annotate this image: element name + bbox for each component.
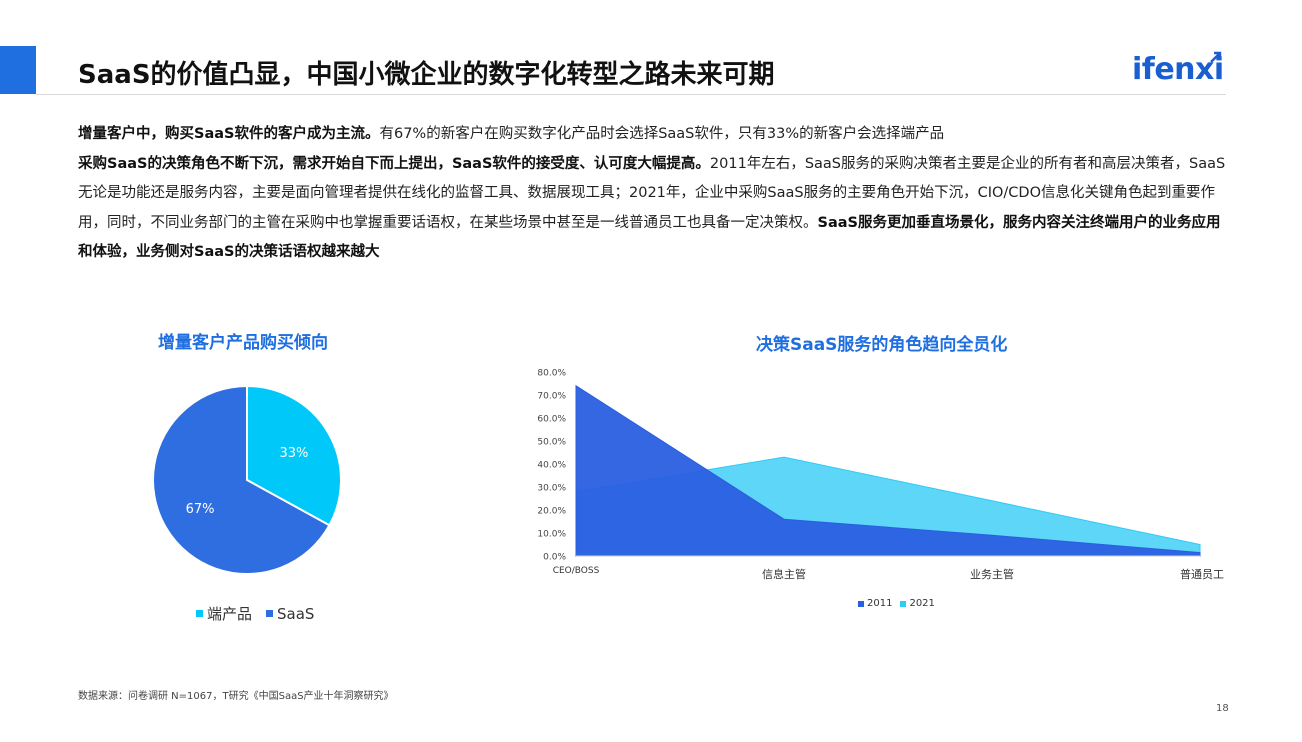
legend-swatch-saas	[266, 610, 274, 617]
ifenxi-logo[interactable]: ifenxi	[1132, 52, 1224, 87]
pie-label-0: 33%	[279, 446, 308, 461]
legend-item-2011[interactable]: 2011	[858, 598, 892, 609]
title-accent-bar	[0, 46, 36, 94]
legend-label-2021: 2021	[909, 598, 935, 609]
area-chart: 0.0% 10.0% 20.0% 30.0% 40.0% 50.0% 60.0% 70.0% 8…	[537, 369, 1224, 582]
legend-swatch-2021	[900, 600, 907, 607]
legend-label-end-product: 端产品	[207, 605, 253, 623]
y-tick-label: 50.0%	[537, 438, 566, 448]
paragraph-2-conclusion: SaaS服务更加垂直场景化，服务内容关注终端用户的业务应用和体验，业务侧对Saa…	[78, 214, 1221, 261]
pie-chart-title: 增量客户产品购买倾向	[158, 333, 328, 353]
x-category-label: 普通员工	[1180, 567, 1224, 581]
legend-label-2011: 2011	[867, 598, 893, 609]
legend-swatch-2011	[858, 600, 864, 607]
x-category-label: 业务主管	[970, 567, 1014, 581]
data-source-note: 数据来源：问卷调研 N=1067，T研究《中国SaaS产业十年洞察研究》	[78, 691, 394, 702]
pie-slice-0[interactable]	[246, 384, 342, 527]
pie-chart: 33% 67%	[152, 384, 342, 575]
y-tick-label: 30.0%	[537, 484, 566, 494]
area-chart-title: 决策SaaS服务的角色趋向全员化	[756, 335, 1008, 355]
y-tick-label: 60.0%	[537, 415, 566, 425]
pie-slice-1[interactable]	[152, 384, 331, 575]
x-category-label: CEO/BOSS	[553, 566, 600, 576]
header-divider	[36, 94, 1226, 95]
y-tick-label: 40.0%	[537, 461, 566, 471]
paragraph-1: 增量客户中，购买SaaS软件的客户成为主流。有67%的新客户在购买数字化产品时会…	[78, 120, 1226, 150]
y-tick-label: 10.0%	[537, 530, 566, 540]
y-tick-label: 20.0%	[537, 507, 566, 517]
pie-label-1: 67%	[186, 502, 215, 517]
y-tick-label: 80.0%	[537, 369, 566, 379]
legend-item-2021[interactable]: 2021	[900, 598, 935, 609]
paragraph-2-body: 2011年左右，SaaS服务的采购决策者主要是企业的所有者和高层决策者，SaaS…	[78, 155, 1226, 231]
paragraph-1-body: 有67%的新客户在购买数字化产品时会选择SaaS软件，只有33%的新客户会选择端…	[379, 126, 945, 142]
area-legend: 2011 2021	[858, 598, 935, 609]
legend-swatch-end-product	[196, 610, 203, 617]
logo-arrow-icon	[1210, 51, 1222, 63]
pie-legend: 端产品 SaaS	[196, 603, 314, 624]
legend-item-end-product[interactable]: 端产品	[196, 603, 252, 624]
paragraph-2: 采购SaaS的决策角色不断下沉，需求开始自下而上提出，SaaS软件的接受度、认可…	[78, 150, 1226, 268]
page-title: SaaS的价值凸显，中国小微企业的数字化转型之路未来可期	[78, 60, 775, 90]
page-number: 18	[1216, 703, 1229, 714]
legend-label-saas: SaaS	[277, 604, 315, 623]
y-tick-label: 70.0%	[537, 392, 566, 402]
paragraph-1-highlight: 增量客户中，购买SaaS软件的客户成为主流。	[78, 126, 380, 142]
summary-text: 增量客户中，购买SaaS软件的客户成为主流。有67%的新客户在购买数字化产品时会…	[78, 120, 1226, 268]
legend-item-saas[interactable]: SaaS	[266, 603, 314, 624]
paragraph-2-highlight: 采购SaaS的决策角色不断下沉，需求开始自下而上提出，SaaS软件的接受度、认可…	[78, 155, 710, 172]
y-tick-label: 0.0%	[543, 553, 566, 563]
x-category-label: 信息主管	[762, 567, 806, 581]
